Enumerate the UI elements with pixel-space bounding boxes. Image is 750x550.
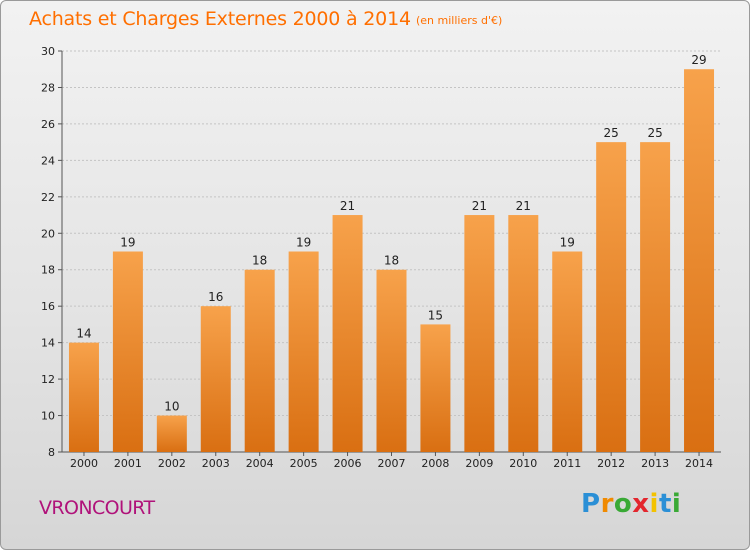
- y-tick-label: 28: [41, 81, 55, 94]
- logo-letter: i: [649, 489, 659, 519]
- bar: [332, 215, 363, 452]
- bar: [376, 269, 407, 452]
- bar: [552, 251, 583, 452]
- x-tick-label: 2011: [553, 457, 581, 470]
- chart-subtitle: (en milliers d'€): [416, 14, 503, 27]
- bar-value-label: 21: [472, 199, 487, 213]
- chart-title: Achats et Charges Externes 2000 à 2014: [29, 8, 411, 30]
- bar-value-label: 15: [428, 308, 443, 322]
- bar-value-label: 21: [340, 199, 355, 213]
- commune-name: VRONCOURT: [39, 497, 155, 519]
- bar-value-label: 21: [516, 199, 531, 213]
- x-tick-label: 2005: [290, 457, 318, 470]
- y-tick-label: 16: [41, 300, 55, 313]
- y-tick-label: 24: [41, 154, 55, 167]
- y-tick-label: 12: [41, 373, 55, 386]
- y-tick-label: 18: [41, 264, 55, 277]
- bar: [68, 342, 99, 452]
- bar: [508, 215, 539, 452]
- bar: [640, 142, 671, 453]
- y-tick-label: 10: [41, 410, 55, 423]
- bar: [420, 324, 451, 452]
- logo-letter: r: [600, 489, 614, 519]
- y-tick-label: 30: [41, 45, 55, 58]
- bar: [156, 415, 187, 452]
- logo-letter: t: [658, 489, 672, 519]
- logo-letter: i: [671, 489, 682, 519]
- proxiti-logo: Proxiti: [581, 489, 681, 519]
- bar: [288, 251, 319, 452]
- y-tick-label: 8: [48, 446, 55, 459]
- y-tick-label: 26: [41, 118, 55, 131]
- x-tick-label: 2009: [465, 457, 493, 470]
- bar-value-label: 18: [384, 254, 399, 268]
- x-tick-label: 2013: [641, 457, 669, 470]
- bar-value-label: 14: [76, 327, 91, 341]
- x-tick-label: 2003: [202, 457, 230, 470]
- bar: [244, 269, 275, 452]
- bar-value-label: 18: [252, 254, 267, 268]
- bar: [596, 142, 627, 453]
- bars: [68, 69, 715, 453]
- x-tick-label: 2002: [158, 457, 186, 470]
- logo-letter: x: [632, 489, 650, 519]
- bar-value-label: 16: [208, 290, 223, 304]
- x-tick-label: 2000: [70, 457, 98, 470]
- y-tick-label: 20: [41, 227, 55, 240]
- bar: [200, 306, 231, 452]
- y-tick-label: 14: [41, 337, 55, 350]
- x-tick-label: 2007: [378, 457, 406, 470]
- x-tick-label: 2012: [597, 457, 625, 470]
- labels: 8 10 12 14 16 18 20 22 24 26 28 30 2000 14 2001 19 2002 1…: [41, 45, 713, 470]
- bar-value-label: 29: [691, 53, 706, 67]
- logo-letter: P: [581, 489, 601, 519]
- x-tick-label: 2001: [114, 457, 142, 470]
- bar: [464, 215, 495, 452]
- bar-value-label: 19: [120, 236, 135, 250]
- x-tick-label: 2010: [509, 457, 537, 470]
- x-tick-label: 2006: [334, 457, 362, 470]
- bar-value-label: 19: [560, 236, 575, 250]
- bar-value-label: 10: [164, 400, 179, 414]
- bar-value-label: 19: [296, 236, 311, 250]
- x-tick-label: 2004: [246, 457, 274, 470]
- bar-value-label: 25: [604, 126, 619, 140]
- x-tick-label: 2008: [421, 457, 449, 470]
- y-tick-label: 22: [41, 191, 55, 204]
- bar-value-label: 25: [647, 126, 662, 140]
- bar: [684, 69, 715, 453]
- x-tick-label: 2014: [685, 457, 713, 470]
- bar: [112, 251, 143, 452]
- logo-letter: o: [613, 489, 633, 519]
